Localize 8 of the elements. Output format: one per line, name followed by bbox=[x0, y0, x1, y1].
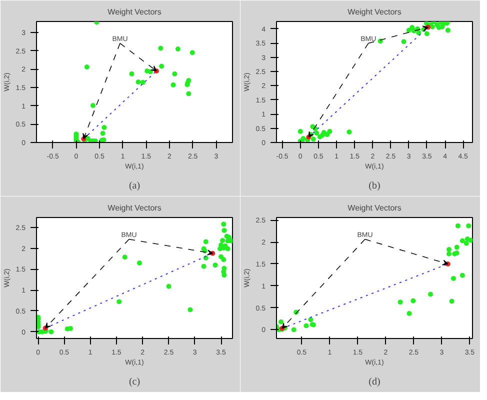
chart-title: Weight Vectors bbox=[108, 204, 162, 212]
text: (c) bbox=[128, 376, 140, 388]
chart-title: Weight Vectors bbox=[108, 8, 162, 16]
text: (b) bbox=[368, 180, 380, 192]
chart-title: Weight Vectors bbox=[348, 8, 402, 16]
chart-title: Weight Vectors bbox=[348, 204, 402, 212]
text: (a) bbox=[128, 180, 140, 192]
text: (d) bbox=[368, 376, 380, 388]
